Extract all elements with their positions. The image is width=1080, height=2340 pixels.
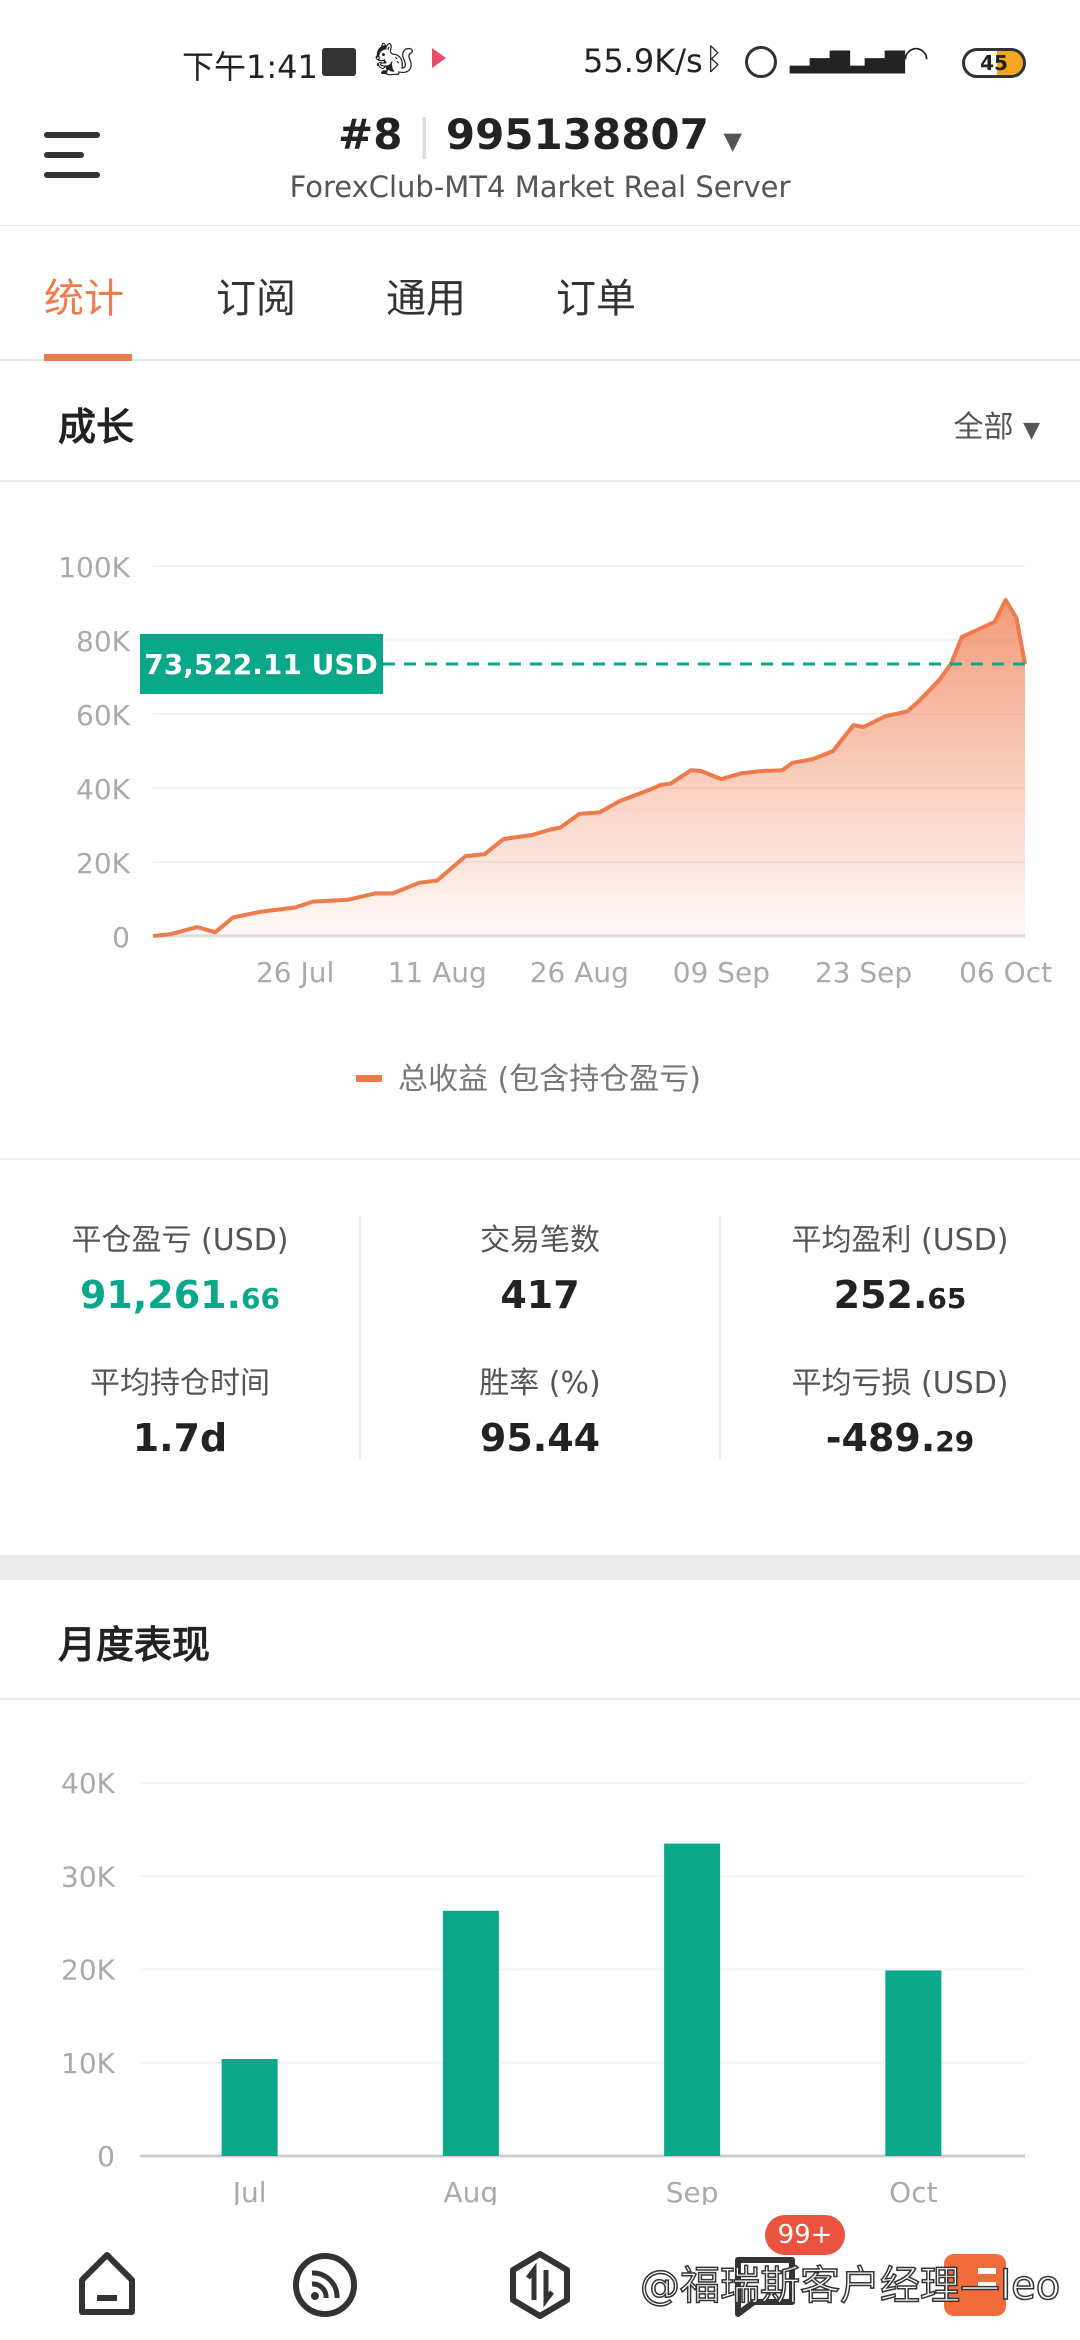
active-tab-indicator <box>44 354 132 361</box>
bar-sep <box>664 1843 721 2156</box>
stat-avg-profit: 平均盈利 (USD) 252.65 <box>720 1215 1080 1317</box>
y-tick-label: 20K <box>61 1954 116 1987</box>
status-bar: 下午1:41 🐿 55.9K/s ᛒ ▂▄▆ ▂▄▆ ◠ 45 <box>0 0 1080 110</box>
stat-label: 平均持仓时间 <box>90 1366 270 1401</box>
y-tick-label: 20K <box>76 847 131 880</box>
stat-value: 95.44 <box>479 1416 601 1460</box>
stat-avg-loss: 平均亏损 (USD) -489.29 <box>720 1358 1080 1460</box>
y-tick-label: 10K <box>61 2047 116 2080</box>
bar-aug <box>442 1910 499 2156</box>
growth-title: 成长 <box>58 405 135 449</box>
signal-icon-2: ▂▄▆ <box>845 44 905 74</box>
status-time: 下午1:41 <box>182 48 318 86</box>
range-dropdown[interactable]: 全部 ▼ <box>954 402 1040 446</box>
current-value-box <box>140 633 383 694</box>
stat-label: 平均盈利 (USD) <box>791 1223 1009 1258</box>
range-label: 全部 <box>953 410 1014 445</box>
caret-down-icon: ▼ <box>1023 418 1040 443</box>
stat-label: 交易笔数 <box>480 1223 600 1258</box>
tab-bar: 统计 订阅 通用 订单 <box>0 225 1080 361</box>
watermark: @福瑞斯客户经理—leo <box>639 2262 1061 2310</box>
wifi-icon: ◠ <box>903 40 930 75</box>
y-tick-label: 30K <box>61 1860 116 1893</box>
monthly-chart: 0 10K 20K 30K 40K Jul Aug Sep Oct <box>61 1767 1025 2205</box>
x-tick-label: 11 Aug <box>388 956 487 989</box>
account-number: 995138807 <box>445 110 709 159</box>
stat-value: 252.65 <box>833 1273 967 1317</box>
growth-header: 成长 全部 ▼ <box>0 362 1080 482</box>
notification-badge: 99+ <box>765 2215 845 2255</box>
stat-win-rate: 胜率 (%) 95.44 <box>360 1358 720 1460</box>
app-header: #8 | 995138807 ▼ ForexClub-MT4 Market Re… <box>0 100 1080 225</box>
stat-closed-pl: 平仓盈亏 (USD) 91,261.66 <box>0 1215 360 1317</box>
x-tick-label: Oct <box>889 2176 937 2205</box>
section-separator <box>0 1555 1080 1580</box>
monthly-header: 月度表现 <box>0 1580 1080 1700</box>
message-icon <box>322 48 356 76</box>
x-tick-label: Aug <box>444 2176 499 2205</box>
stat-value: 417 <box>500 1273 580 1317</box>
home-icon[interactable] <box>72 2250 142 2320</box>
y-tick-label: 80K <box>76 625 131 658</box>
trade-icon[interactable] <box>505 2250 575 2320</box>
legend-swatch <box>356 1075 382 1082</box>
y-tick-label: 0 <box>97 2140 115 2173</box>
x-tick-label: Sep <box>666 2176 719 2205</box>
bar-oct <box>885 1970 942 2156</box>
battery-icon: 45 <box>962 48 1026 78</box>
signal-icon-1: ▂▄▆ <box>790 44 850 74</box>
tab-general[interactable]: 通用 <box>386 276 466 322</box>
tab-statistics[interactable]: 统计 <box>44 276 124 322</box>
account-selector[interactable]: #8 | 995138807 ▼ <box>338 110 742 159</box>
profile-icon[interactable] <box>940 2250 1010 2320</box>
stat-trades: 交易笔数 417 <box>360 1215 720 1317</box>
caret-down-icon: ▼ <box>723 127 742 155</box>
y-tick-label: 40K <box>76 773 131 806</box>
bluetooth-icon: ᛒ <box>705 42 723 77</box>
x-tick-label: 09 Sep <box>673 956 770 989</box>
x-tick-label: 26 Aug <box>530 956 629 989</box>
monthly-title: 月度表现 <box>58 1623 211 1667</box>
stat-value: 1.7d <box>132 1416 228 1460</box>
stat-avg-hold: 平均持仓时间 1.7d <box>0 1358 360 1460</box>
play-store-icon <box>432 48 446 68</box>
messages-icon[interactable] <box>730 2250 800 2320</box>
bottom-nav: 99+ @福瑞斯客户经理—leo <box>0 2205 1080 2340</box>
divider <box>359 1215 361 1460</box>
x-tick-label: 23 Sep <box>815 956 912 989</box>
growth-chart: 0 20K 40K 60K 80K 100K 26 Jul 11 Aug 26 Aug 09 Se… <box>58 551 1052 1097</box>
current-value-label: 73,522.11 USD <box>144 648 378 681</box>
stat-label: 胜率 (%) <box>479 1366 601 1401</box>
bar-jul <box>221 2059 278 2156</box>
menu-icon[interactable] <box>44 130 102 180</box>
stat-label: 平均亏损 (USD) <box>791 1366 1009 1401</box>
x-tick-label: 06 Oct <box>959 956 1052 989</box>
tab-orders[interactable]: 订单 <box>556 276 636 322</box>
stat-value: -489.29 <box>825 1416 975 1460</box>
server-name: ForexClub-MT4 Market Real Server <box>289 170 791 204</box>
growth-area <box>153 600 1025 936</box>
stat-value: 91,261.66 <box>79 1273 281 1317</box>
divider <box>719 1215 721 1460</box>
legend-label: 总收益 (包含持仓盈亏) <box>398 1062 701 1097</box>
stat-label: 平仓盈亏 (USD) <box>71 1223 289 1258</box>
y-tick-label: 40K <box>61 1767 116 1800</box>
tab-subscription[interactable]: 订阅 <box>216 276 296 322</box>
x-tick-label: Jul <box>231 2176 267 2205</box>
y-tick-label: 100K <box>58 551 130 584</box>
uc-browser-icon: 🐿 <box>374 40 415 78</box>
divider <box>0 1158 1080 1160</box>
battery-level: 45 <box>980 51 1008 75</box>
y-tick-label: 0 <box>112 921 130 954</box>
network-speed: 55.9K/s <box>583 42 703 80</box>
alarm-icon <box>745 46 777 78</box>
account-index: #8 <box>338 110 403 159</box>
growth-line <box>152 598 1027 938</box>
y-tick-label: 60K <box>76 699 131 732</box>
feed-icon[interactable] <box>290 2250 360 2320</box>
x-tick-label: 26 Jul <box>256 956 334 989</box>
